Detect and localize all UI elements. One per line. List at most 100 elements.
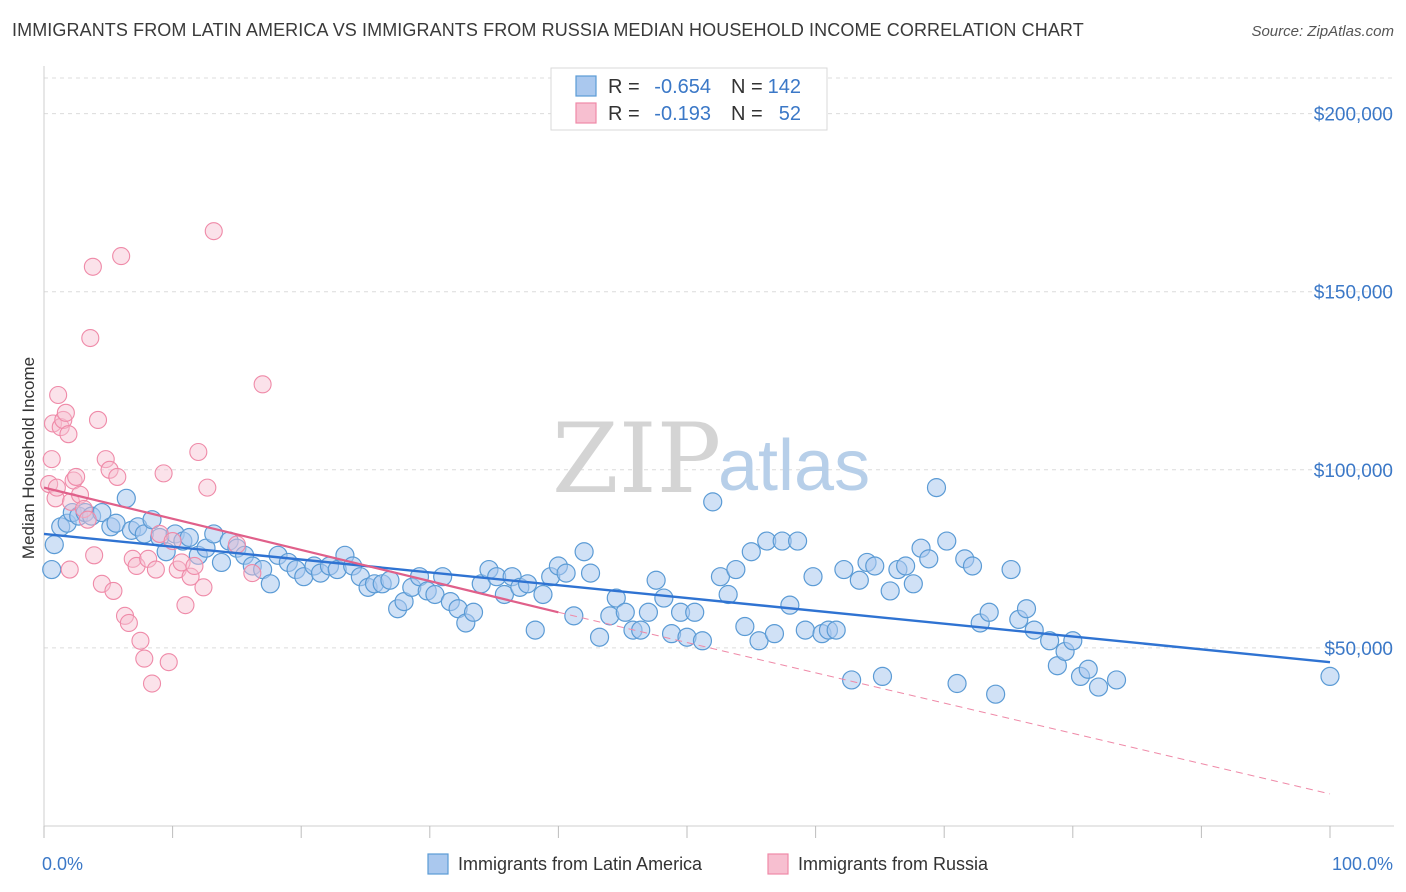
stats-russia-swatch (575, 102, 597, 124)
y-axis-label: Median Household Income (19, 357, 38, 559)
data-point-latin (962, 556, 983, 576)
data-point-russia (243, 564, 262, 583)
data-point-russia (176, 596, 195, 615)
data-point-russia (60, 560, 79, 579)
data-point-latin (986, 684, 1006, 704)
bottom-legend: Immigrants from Latin America Immigrants… (427, 853, 989, 875)
data-point-russia (49, 385, 68, 405)
data-point-latin (834, 559, 854, 580)
data-point-russia (108, 467, 127, 486)
data-point-russia (96, 450, 115, 469)
data-point-latin (1320, 666, 1340, 687)
data-point-russia (104, 581, 123, 600)
data-point-russia (81, 328, 100, 348)
stats-latin-swatch (575, 75, 597, 97)
data-point-latin (937, 531, 957, 551)
stats-latin-n-value: 142 (768, 76, 801, 98)
data-point-latin (589, 627, 610, 647)
data-point-russia (56, 403, 75, 422)
data-point-latin (1106, 670, 1127, 690)
data-point-latin (580, 563, 601, 583)
chart-source: Source: ZipAtlas.com (1251, 23, 1394, 40)
data-point-latin (685, 602, 705, 622)
data-point-russia (54, 410, 73, 429)
data-point-latin (631, 620, 651, 640)
data-point-russia (100, 460, 119, 479)
legend-latin-swatch (427, 853, 449, 875)
y-tick-label: $150,000 (1314, 283, 1393, 304)
data-point-russia (189, 442, 208, 462)
data-point-russia (204, 222, 223, 241)
data-point-latin (880, 581, 900, 601)
data-point-latin (1001, 559, 1021, 580)
chart-title: IMMIGRANTS FROM LATIN AMERICA VS IMMIGRA… (12, 20, 1084, 40)
trend-line-russia-extension (558, 611, 1331, 795)
data-point-latin (896, 556, 916, 576)
data-point-russia (47, 478, 66, 497)
data-point-latin (1078, 659, 1098, 679)
data-point-latin (872, 666, 893, 687)
data-point-russia (159, 653, 178, 672)
data-point-latin (1088, 677, 1109, 697)
data-point-latin (1024, 620, 1044, 640)
data-point-latin (926, 478, 947, 498)
stats-legend-box: R = -0.654 N = 142 R = -0.193 N = 52 (550, 67, 828, 131)
stats-russia-r-label: R = (608, 103, 640, 125)
data-point-russia (119, 613, 138, 633)
data-point-russia (194, 578, 213, 597)
data-point-latin (1063, 631, 1083, 651)
data-point-russia (78, 510, 97, 529)
data-point-latin (260, 574, 280, 594)
data-point-latin (842, 670, 862, 690)
data-point-russia (85, 546, 104, 565)
data-point-russia (74, 499, 93, 519)
data-point-latin (692, 631, 713, 651)
data-point-latin (1016, 599, 1037, 619)
data-point-latin (42, 559, 62, 580)
data-point-russia (131, 631, 150, 650)
legend-russia-swatch (767, 853, 789, 875)
stats-latin-n-label: N = (731, 76, 763, 98)
stats-russia-n-label: N = (731, 103, 763, 125)
data-point-russia (181, 567, 200, 586)
data-point-latin (718, 584, 738, 605)
data-point-russia (154, 464, 173, 483)
watermark: ZIP atlas (552, 403, 870, 515)
data-point-russia (51, 418, 70, 437)
data-point-latin (903, 574, 923, 594)
trend-lines (43, 486, 1331, 795)
data-point-latin (556, 563, 576, 583)
data-point-latin (795, 620, 815, 640)
data-point-russia (227, 535, 246, 554)
data-point-latin (525, 620, 545, 640)
axes (43, 66, 1394, 838)
data-point-russia (135, 649, 154, 668)
data-point-russia (127, 556, 146, 576)
stats-russia-r-value: -0.193 (654, 103, 711, 125)
data-point-latin (574, 542, 594, 562)
watermark-zip: ZIP (552, 403, 721, 515)
data-point-russia (198, 478, 217, 497)
data-point-latin (44, 535, 64, 555)
stats-latin-r-label: R = (608, 76, 640, 98)
data-point-latin (646, 570, 666, 590)
y-tick-label: $50,000 (1324, 639, 1393, 660)
data-point-latin (654, 588, 674, 608)
data-point-latin (780, 595, 800, 615)
data-point-latin (741, 542, 761, 562)
data-point-latin (533, 584, 553, 605)
data-point-latin (615, 602, 635, 622)
data-point-latin (726, 559, 746, 580)
data-point-latin (703, 492, 723, 512)
series-russia-points (40, 222, 272, 693)
data-point-latin (849, 570, 869, 590)
legend-russia-label: Immigrants from Russia (798, 854, 989, 874)
y-tick-label: $200,000 (1314, 105, 1393, 126)
data-point-latin (826, 620, 846, 640)
data-point-latin (179, 527, 199, 548)
data-point-russia (59, 425, 78, 444)
stats-latin-r-value: -0.654 (654, 76, 711, 98)
legend-latin-label: Immigrants from Latin America (458, 854, 703, 874)
data-point-russia (112, 247, 131, 266)
data-point-latin (735, 616, 755, 637)
